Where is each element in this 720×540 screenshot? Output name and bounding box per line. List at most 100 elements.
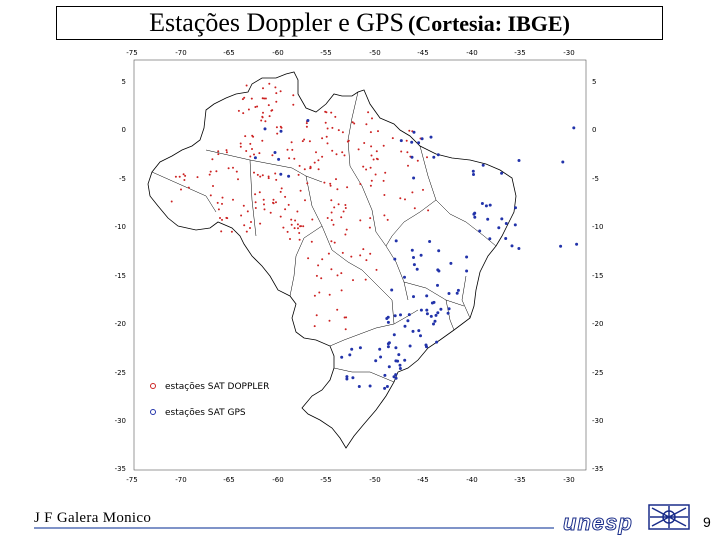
gps-station-point xyxy=(425,308,429,312)
gps-station-point xyxy=(436,268,440,272)
doppler-station-point xyxy=(178,175,181,178)
doppler-station-point xyxy=(345,228,348,231)
gps-station-point xyxy=(412,256,415,259)
doppler-station-point xyxy=(317,264,320,267)
legend-gps-marker xyxy=(150,409,156,415)
gps-station-point xyxy=(412,130,416,134)
gps-station-point xyxy=(432,322,435,326)
gps-station-point xyxy=(279,129,283,133)
lon-tick: -30 xyxy=(563,476,574,484)
gps-station-point xyxy=(504,222,508,225)
gps-station-point xyxy=(279,172,283,176)
doppler-station-point xyxy=(274,86,277,89)
doppler-station-point xyxy=(336,308,339,311)
gps-station-point xyxy=(432,300,436,304)
gps-station-point xyxy=(517,159,521,162)
doppler-station-point xyxy=(321,258,324,261)
doppler-station-point xyxy=(275,100,278,103)
doppler-station-point xyxy=(246,210,249,213)
doppler-station-point xyxy=(267,175,270,178)
doppler-station-point xyxy=(375,268,378,271)
doppler-station-point xyxy=(239,142,242,145)
gps-station-point xyxy=(386,315,390,319)
lon-tick: -70 xyxy=(175,49,186,57)
gps-station-point xyxy=(504,237,508,240)
doppler-station-point xyxy=(290,141,293,144)
doppler-station-point xyxy=(332,223,335,226)
doppler-station-point xyxy=(256,173,259,176)
doppler-station-point xyxy=(345,316,348,319)
doppler-station-point xyxy=(352,279,354,282)
doppler-station-point xyxy=(308,140,311,143)
doppler-station-point xyxy=(196,176,199,179)
gps-station-point xyxy=(447,307,451,311)
doppler-station-point xyxy=(305,125,308,128)
doppler-station-point xyxy=(263,203,265,206)
doppler-station-point xyxy=(370,154,373,157)
doppler-station-point xyxy=(408,129,411,132)
gps-station-point xyxy=(403,275,406,279)
doppler-station-point xyxy=(296,210,299,213)
doppler-station-point xyxy=(259,222,262,225)
doppler-station-point xyxy=(405,139,408,142)
doppler-station-point xyxy=(359,254,362,257)
doppler-station-point xyxy=(342,210,345,213)
doppler-station-point xyxy=(272,202,275,205)
doppler-station-point xyxy=(365,123,368,126)
doppler-station-point xyxy=(282,226,285,229)
doppler-station-point xyxy=(268,115,271,118)
doppler-station-point xyxy=(279,125,282,128)
doppler-station-point xyxy=(305,122,308,125)
doppler-station-point xyxy=(404,198,406,201)
gps-station-point xyxy=(390,288,394,292)
gps-station-point xyxy=(386,320,390,324)
lon-tick: -75 xyxy=(126,49,137,57)
doppler-station-point xyxy=(170,200,173,203)
gps-station-point xyxy=(436,311,440,315)
doppler-station-point xyxy=(250,97,253,100)
doppler-station-point xyxy=(370,179,373,182)
doppler-station-point xyxy=(279,215,282,218)
doppler-station-point xyxy=(362,248,365,251)
doppler-station-point xyxy=(367,111,370,114)
doppler-station-point xyxy=(242,112,245,115)
gps-station-point xyxy=(561,160,565,164)
doppler-station-point xyxy=(290,223,293,226)
gps-station-point xyxy=(378,347,382,351)
doppler-station-point xyxy=(212,185,214,187)
gps-station-point xyxy=(500,217,504,221)
doppler-station-point xyxy=(327,252,330,255)
doppler-station-point xyxy=(274,172,277,175)
doppler-station-point xyxy=(337,203,340,206)
lon-tick: -50 xyxy=(369,476,380,484)
doppler-station-point xyxy=(328,293,331,296)
doppler-station-point xyxy=(344,328,347,331)
lon-tick: -35 xyxy=(514,49,525,57)
gps-station-point xyxy=(439,307,443,311)
lon-tick: -35 xyxy=(514,476,525,484)
gps-station-point xyxy=(386,345,390,349)
doppler-station-point xyxy=(384,171,387,174)
lat-tick: 5 xyxy=(122,78,126,86)
doppler-station-point xyxy=(291,148,294,151)
gps-station-point xyxy=(412,176,416,180)
doppler-station-point xyxy=(341,251,344,254)
doppler-station-point xyxy=(269,211,272,214)
doppler-station-point xyxy=(209,194,212,197)
doppler-station-point xyxy=(258,152,261,155)
gps-station-point xyxy=(435,340,439,344)
gps-station-point xyxy=(410,248,414,252)
gps-station-point xyxy=(488,203,492,207)
lon-tick: -65 xyxy=(223,476,234,484)
gps-station-point xyxy=(572,126,576,130)
doppler-station-point xyxy=(370,145,373,148)
brazil-outline xyxy=(147,71,517,449)
doppler-station-point xyxy=(294,219,297,222)
doppler-station-point xyxy=(187,186,190,189)
doppler-station-point xyxy=(298,164,301,167)
doppler-station-point xyxy=(237,109,240,112)
doppler-station-point xyxy=(180,188,182,191)
doppler-station-point xyxy=(247,108,250,111)
doppler-station-point xyxy=(279,190,282,193)
lon-tick: -55 xyxy=(320,49,331,57)
